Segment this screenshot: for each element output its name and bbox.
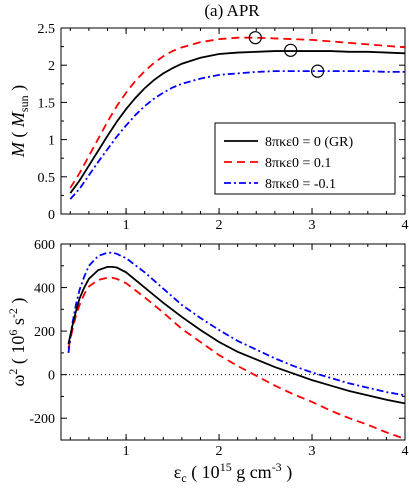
legend-label-1: 8πκε0 = 0.1	[265, 156, 331, 171]
mass-y-tick-label: 0	[48, 208, 55, 223]
mass-y-tick-label: 0.5	[38, 171, 56, 186]
mass-series-line-0	[69, 50, 405, 194]
frequency-y-tick-label: 0	[48, 369, 55, 384]
mass-x-tick-label: 2	[216, 218, 223, 233]
mass-panel: M ( Msun ) 1 2 3 4 0 0.5 1 1.5 2 2.5	[8, 22, 409, 233]
frequency-y-tick-label: 600	[34, 238, 55, 253]
chart-title: (a) APR	[204, 1, 260, 20]
frequency-plot-frame	[60, 243, 406, 441]
frequency-series-line-2	[67, 251, 405, 397]
legend-label-2: 8πκε0 = -0.1	[265, 177, 336, 192]
frequency-y-tick-label: -200	[29, 412, 55, 427]
mass-y-tick-label: 1	[48, 134, 55, 149]
x-axis-label: εc ( 1015 g cm-3 )	[174, 460, 292, 485]
mass-max-mass-marker	[248, 31, 262, 45]
mass-x-tick-label: 3	[309, 218, 316, 233]
frequency-y-tick-label: 200	[34, 325, 55, 340]
frequency-series-line-1	[67, 276, 405, 440]
mass-y-axis-label: M ( Msun )	[8, 85, 31, 158]
frequency-y-tick-label: 400	[34, 282, 55, 297]
mass-y-tick-label: 1.5	[38, 96, 56, 111]
frequency-x-tick-label: 4	[402, 444, 409, 459]
mass-series-line-1	[69, 36, 405, 189]
mass-max-mass-marker	[284, 43, 298, 57]
frequency-x-tick-label: 1	[123, 444, 130, 459]
mass-x-tick-label: 4	[402, 218, 409, 233]
mass-x-tick-label: 1	[123, 218, 130, 233]
mass-max-mass-marker	[311, 64, 325, 78]
frequency-panel: ω2 ( 106 s-2 ) εc ( 1015 g cm-3 ) 1 2 3 4 -2…	[6, 238, 409, 485]
legend-label-0: 8πκε0 = 0 (GR)	[265, 135, 354, 150]
mass-y-tick-label: 2	[48, 59, 55, 74]
frequency-x-tick-label: 2	[216, 444, 223, 459]
legend: 8πκε0 = 0 (GR) 8πκε0 = 0.1 8πκε0 = -0.1	[214, 122, 396, 195]
frequency-y-axis-label: ω2 ( 106 s-2 )	[6, 298, 29, 387]
frequency-x-tick-label: 3	[309, 444, 316, 459]
mass-series-line-2	[69, 70, 405, 200]
frequency-series-line-0	[67, 265, 405, 405]
mass-y-tick-label: 2.5	[38, 22, 56, 37]
